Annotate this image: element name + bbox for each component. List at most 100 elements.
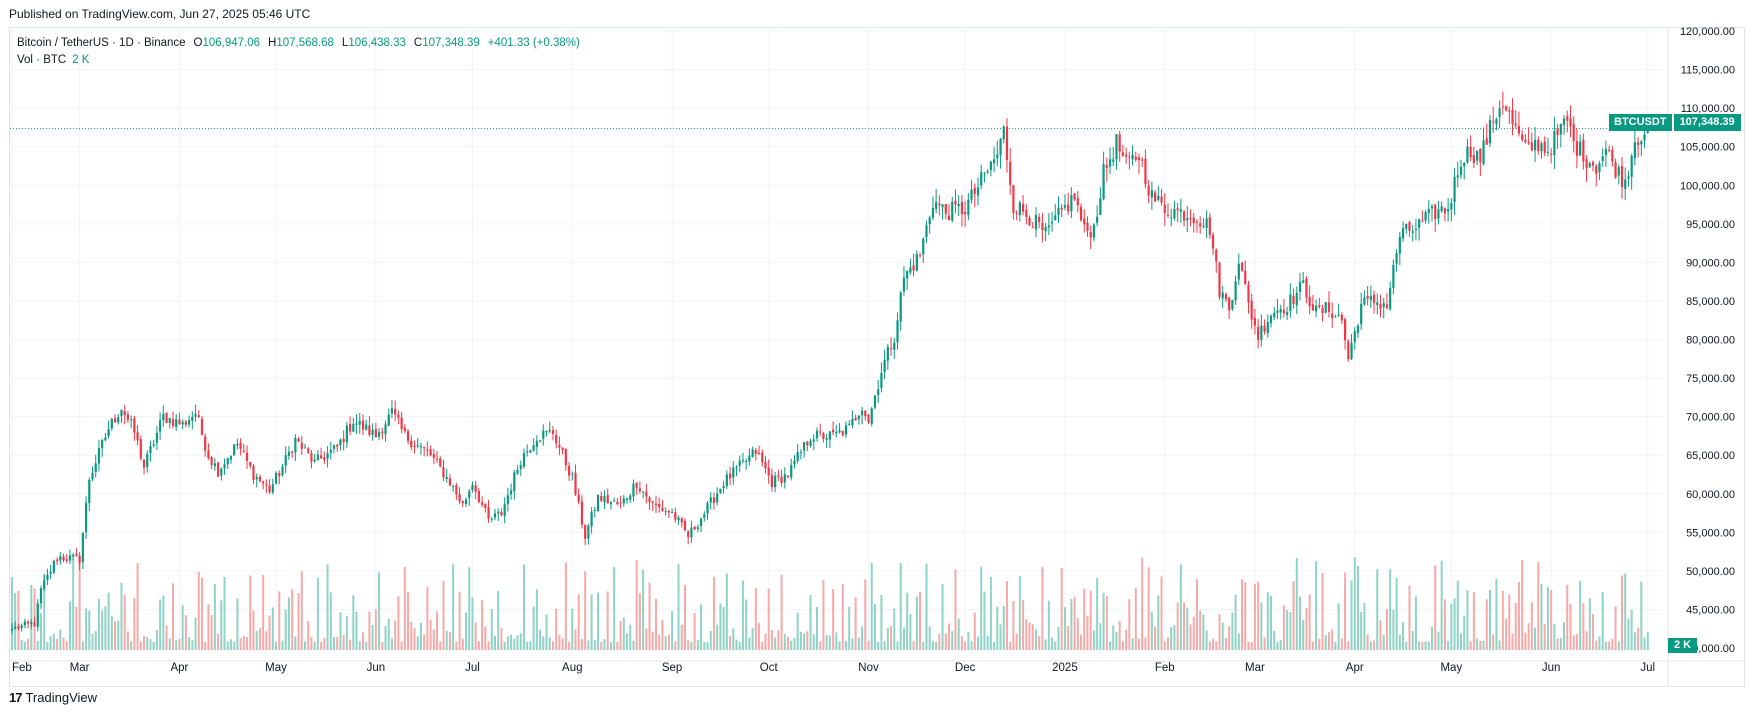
candle-body xyxy=(14,626,17,629)
candle-body xyxy=(20,625,23,628)
footer-brand[interactable]: 17 TradingView xyxy=(9,690,97,705)
candle-body xyxy=(1408,222,1411,231)
volume-bar xyxy=(1105,595,1108,650)
candle-body xyxy=(764,461,767,469)
volume-bar xyxy=(1627,618,1630,650)
volume-bar xyxy=(1218,614,1221,650)
candle-body xyxy=(149,446,152,454)
candle-body xyxy=(107,429,110,437)
candle-body xyxy=(155,432,158,443)
volume-bar xyxy=(529,641,532,650)
price-tag-symbol: BTCUSDT xyxy=(1609,114,1672,131)
candle-body xyxy=(1553,130,1556,155)
candle-body xyxy=(229,456,233,460)
volume-bar xyxy=(1250,641,1253,650)
candle-body xyxy=(432,454,435,458)
volume-bar xyxy=(49,636,52,650)
volume-bar xyxy=(455,641,458,650)
candle-body xyxy=(516,469,519,474)
candle-body xyxy=(1215,249,1218,262)
volume-bar xyxy=(928,626,931,650)
candle-body xyxy=(403,427,406,432)
volume-bar xyxy=(165,625,168,650)
candle-body xyxy=(960,202,963,214)
y-tick-label: 115,000.00 xyxy=(1681,65,1735,77)
volume-bar xyxy=(477,641,480,650)
candle-body xyxy=(349,424,352,432)
legend-symbol[interactable]: Bitcoin / TetherUS · 1D · Binance xyxy=(17,37,186,49)
candle-body xyxy=(213,463,216,467)
candle-body xyxy=(651,501,654,504)
volume-bar xyxy=(1501,590,1504,650)
candle-body xyxy=(139,439,142,459)
volume-bar xyxy=(1514,603,1517,650)
volume-bar xyxy=(36,640,39,650)
candle-body xyxy=(126,414,130,420)
candle-body xyxy=(278,473,281,477)
candle-body xyxy=(873,395,877,408)
volume-bar xyxy=(1424,641,1427,650)
volume-bar xyxy=(1643,637,1646,650)
candle-body xyxy=(864,410,867,417)
volume-bar xyxy=(1379,620,1382,650)
volume-bar xyxy=(938,633,941,650)
volume-bar xyxy=(1089,590,1092,650)
candle-body xyxy=(345,425,348,443)
volume-bar xyxy=(413,627,416,650)
volume-bar xyxy=(1630,609,1633,650)
volume-bar xyxy=(799,631,802,650)
candle-body xyxy=(1427,208,1430,214)
candle-body xyxy=(1591,162,1595,166)
candle-body xyxy=(1340,314,1343,321)
candle-body xyxy=(142,459,146,468)
y-tick-label: 105,000.00 xyxy=(1680,142,1735,154)
candle-body xyxy=(632,483,635,497)
candle-body xyxy=(1260,325,1263,340)
volume-bar xyxy=(1305,608,1308,650)
candle-body xyxy=(825,438,828,440)
candle-body xyxy=(1508,110,1511,112)
candle-body xyxy=(1389,287,1392,309)
candle-body xyxy=(567,465,571,476)
volume-bar xyxy=(85,608,88,650)
volume-bar xyxy=(548,637,551,650)
volume-bar xyxy=(1579,580,1582,650)
volume-bar xyxy=(1614,606,1617,650)
candle-body xyxy=(435,458,439,460)
volume-bar xyxy=(191,640,194,650)
candle-body xyxy=(1147,185,1150,196)
volume-bar xyxy=(217,633,220,650)
volume-bar xyxy=(1427,641,1430,650)
candle-body xyxy=(931,207,935,218)
volume-bar xyxy=(719,603,722,650)
candle-body xyxy=(1031,226,1034,228)
volume-bar xyxy=(706,641,709,650)
candle-body xyxy=(574,472,577,495)
volume-bar xyxy=(1543,623,1546,650)
candle-body xyxy=(368,425,371,435)
volume-bar xyxy=(1134,588,1137,650)
volume-bar xyxy=(1592,613,1595,650)
volume-bar xyxy=(674,641,677,650)
y-tick-label: 65,000.00 xyxy=(1686,450,1735,462)
volume-bar xyxy=(542,636,545,650)
volume-bar xyxy=(458,591,461,650)
x-tick-label: Sep xyxy=(662,662,682,674)
volume-bar xyxy=(1289,612,1292,650)
candle-body xyxy=(973,187,976,194)
candle-body xyxy=(287,451,291,456)
candle-body xyxy=(1353,331,1356,343)
candle-body xyxy=(323,457,326,461)
volume-bar xyxy=(407,592,410,650)
candle-body xyxy=(915,253,918,271)
volume-bar xyxy=(925,563,928,650)
candle-body xyxy=(313,459,316,462)
volume-bar xyxy=(313,641,316,650)
candle-body xyxy=(1485,138,1488,145)
candle-body xyxy=(935,201,938,209)
volume-bar xyxy=(1495,578,1498,650)
volume-bar xyxy=(246,637,249,650)
candle-body xyxy=(371,429,374,435)
volume-legend-label[interactable]: Vol · BTC xyxy=(17,54,67,66)
